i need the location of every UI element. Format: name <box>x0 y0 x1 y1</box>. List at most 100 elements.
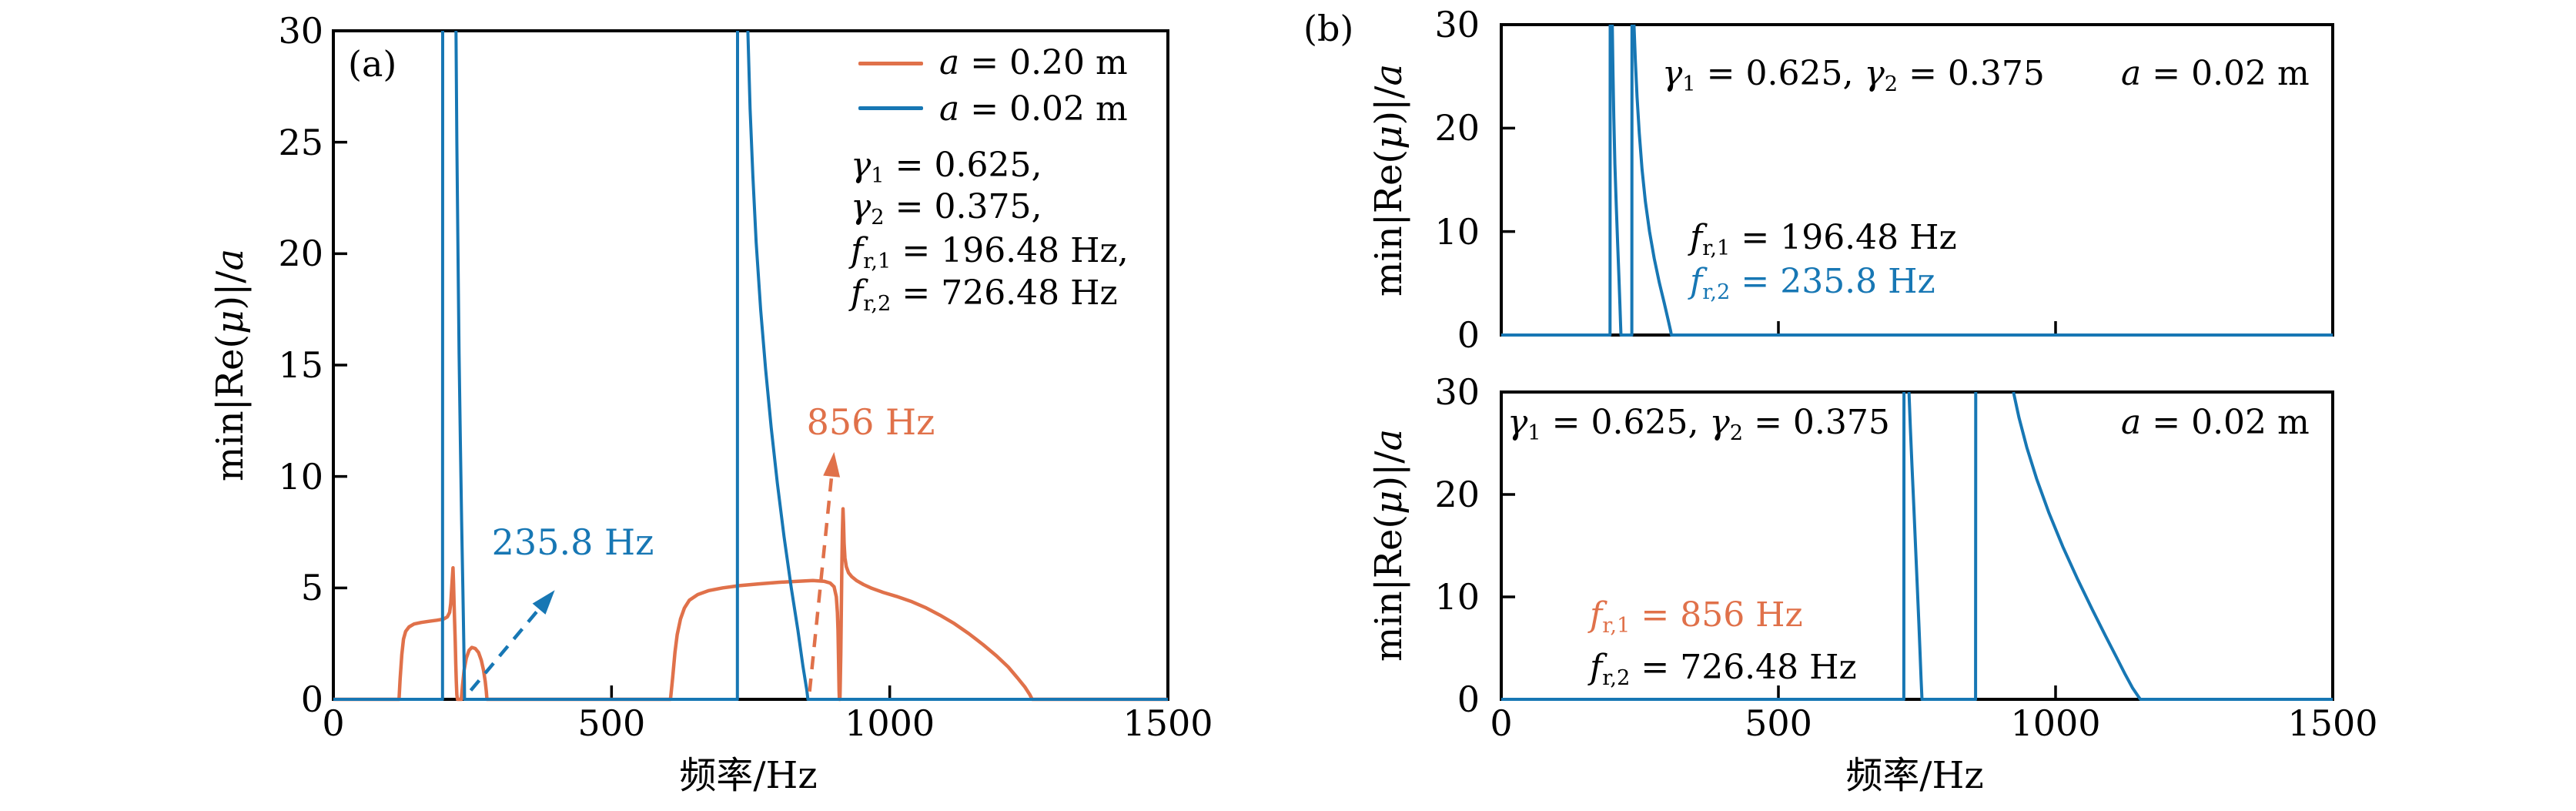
annotation-arrow-shaft-0 <box>469 603 544 692</box>
b-bottom-fr2: fr,2 = 726.48 Hz <box>1590 648 1857 691</box>
text-part: a <box>1367 63 1411 86</box>
y-tick-label: 30 <box>278 10 323 52</box>
text-part: = 0.625, <box>1541 403 1710 442</box>
annotation-arrow-shaft-1 <box>808 470 835 692</box>
series-a-1 <box>333 30 444 701</box>
text-part: = 196.48 Hz, <box>891 231 1129 270</box>
annotation-arrow-head-1 <box>823 451 841 478</box>
text-part: 1 <box>1527 421 1541 446</box>
series-b_bottom-0 <box>2012 391 2333 701</box>
panel-b_top <box>1500 23 2334 337</box>
text-part: γ <box>1864 54 1885 93</box>
text-part: = 196.48 Hz <box>1730 218 1957 257</box>
series-b_bottom-0 <box>1907 391 1978 701</box>
y-tick-label: 30 <box>1434 4 1480 45</box>
text-part: )|/ <box>209 270 253 310</box>
y-tick-label: 0 <box>1457 679 1480 720</box>
b-top-a-value: a = 0.02 m <box>2121 55 2310 92</box>
y-tick-label: 10 <box>278 455 323 498</box>
text-part: r,2 <box>863 292 892 317</box>
text-part: )|/ <box>1367 451 1411 491</box>
text-part: γ <box>1662 54 1683 93</box>
annotation-arrow-head-0 <box>532 590 555 615</box>
x-tick-label: 1000 <box>2010 702 2101 744</box>
series-b_top-0 <box>1611 24 1634 337</box>
text-part: f <box>851 273 864 313</box>
text-part: μ <box>1367 490 1411 514</box>
text-part: 2 <box>1884 72 1899 97</box>
text-part: a <box>939 89 960 129</box>
y-tick-label: 20 <box>1434 107 1480 149</box>
b-bottom-ylabel: min|Re(μ)|/a <box>1367 428 1411 662</box>
b-bottom-gamma: γ1 = 0.625, γ2 = 0.375 <box>1507 404 1890 446</box>
series-b_top-0 <box>1501 24 1612 337</box>
x-tick-label: 1000 <box>845 702 935 744</box>
text-part: γ <box>1507 403 1528 442</box>
y-tick-label: 30 <box>1434 371 1480 413</box>
legend-line-a002 <box>858 106 923 110</box>
text-part: 1 <box>871 164 885 189</box>
text-part: = 0.625, <box>1695 54 1865 93</box>
param-fr2: fr,2 = 726.48 Hz <box>851 274 1118 317</box>
text-part: a <box>1367 428 1411 451</box>
b-top-fr1: fr,1 = 196.48 Hz <box>1690 219 1957 261</box>
text-part: r,1 <box>1602 614 1631 638</box>
text-part: r,1 <box>1702 236 1731 261</box>
text-part: 1 <box>1682 72 1696 97</box>
legend-line-a020 <box>858 62 923 65</box>
b-bottom-fr1: fr,1 = 856 Hz <box>1590 596 1803 638</box>
text-part: μ <box>1367 125 1411 149</box>
x-tick-label: 0 <box>1490 702 1513 744</box>
text-part: = 0.02 m <box>2141 403 2310 442</box>
text-part: = 0.375 <box>1898 54 2045 93</box>
text-part: r,2 <box>1602 666 1631 691</box>
text-part: 2 <box>871 206 885 230</box>
y-tick-label: 10 <box>1434 576 1480 618</box>
text-part: = 0.375 <box>1743 403 1890 442</box>
panel-b_bottom <box>1500 390 2334 701</box>
text-part: = 726.48 Hz <box>891 273 1118 313</box>
x-tick-label: 500 <box>1745 702 1812 744</box>
text-part: γ <box>851 187 871 226</box>
text-part: μ <box>209 310 253 334</box>
annotation-235-8: 235.8 Hz <box>491 521 654 564</box>
y-tick-label: 25 <box>278 121 323 163</box>
text-part: = 856 Hz <box>1630 595 1803 635</box>
text-part: )|/ <box>1367 85 1411 126</box>
b-top-ylabel: min|Re(μ)|/a <box>1367 63 1411 297</box>
text-part: min|Re( <box>1367 514 1411 662</box>
panel-b-xlabel: 频率/Hz <box>1845 754 1984 798</box>
text-part: = 0.02 m <box>2141 54 2310 93</box>
series-b_top-0 <box>1632 24 2333 337</box>
param-fr1: fr,1 = 196.48 Hz, <box>851 232 1129 274</box>
text-part: γ <box>1709 403 1730 442</box>
param-gamma2: γ2 = 0.375, <box>851 188 1042 230</box>
text-part: f <box>1590 595 1603 635</box>
annotation-856: 856 Hz <box>806 401 935 444</box>
y-tick-label: 0 <box>300 679 323 720</box>
text-part: f <box>1690 218 1703 257</box>
legend-label-a020: a = 0.20 m <box>939 44 1128 82</box>
series-a-0 <box>333 507 1168 702</box>
x-tick-label: 1500 <box>2287 702 2378 744</box>
axes-box-b_bottom <box>1500 390 2334 701</box>
text-part: min|Re( <box>209 333 253 482</box>
text-part: γ <box>851 146 871 185</box>
text-part: f <box>1590 648 1603 687</box>
series-a-1 <box>746 30 1168 701</box>
text-part: min|Re( <box>1367 149 1411 297</box>
y-tick-label: 10 <box>1434 210 1480 253</box>
panel-a-xlabel: 频率/Hz <box>679 754 818 798</box>
text-part: a <box>939 43 960 82</box>
text-part: a <box>2121 54 2142 93</box>
x-tick-label: 500 <box>577 702 646 744</box>
param-gamma1: γ1 = 0.625, <box>851 146 1042 189</box>
text-part: = 0.625, <box>884 146 1042 185</box>
text-part: r,2 <box>1702 280 1731 305</box>
panel-b-label: (b) <box>1303 8 1354 49</box>
text-part: f <box>851 231 864 270</box>
text-part: 2 <box>1729 421 1744 446</box>
x-tick-label: 1500 <box>1122 702 1213 744</box>
